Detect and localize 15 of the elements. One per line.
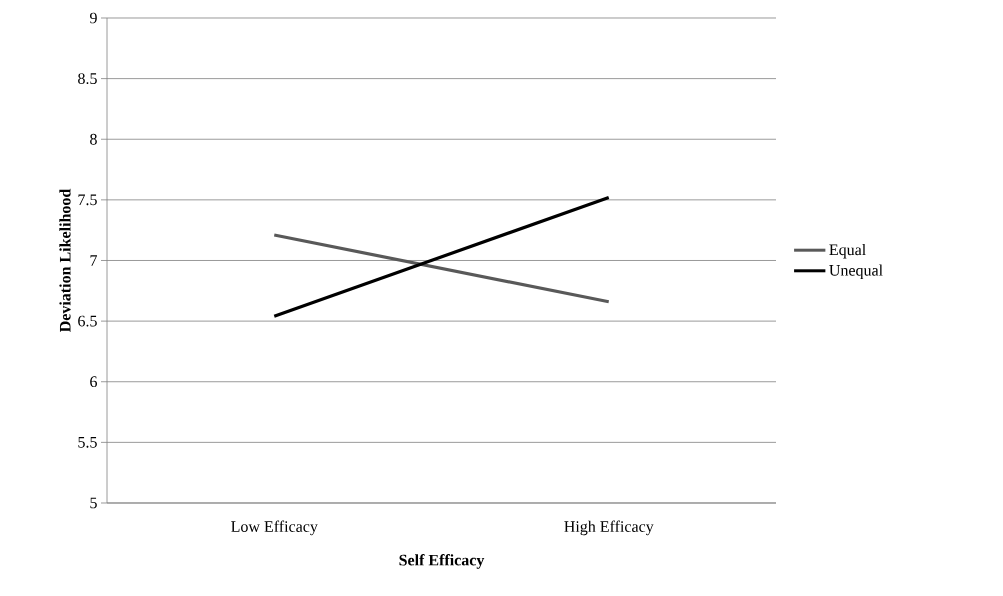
- y-axis-title: Deviation Likelihood: [59, 188, 71, 332]
- y-tick-label: 5.5: [78, 437, 97, 448]
- legend-label: Equal: [829, 243, 866, 259]
- y-tick-label: 8: [90, 133, 97, 145]
- y-tick-label: 6.5: [78, 315, 97, 327]
- x-axis-title: Self Efficacy: [399, 554, 485, 569]
- y-tick-label: 7.5: [78, 194, 97, 206]
- y-tick-label: 6: [90, 376, 97, 388]
- x-tick-label: Low Efficacy: [231, 520, 318, 536]
- y-tick-label: 8.5: [78, 73, 97, 85]
- y-tick-label: 9: [89, 12, 97, 24]
- y-tick-label: 5: [90, 497, 97, 509]
- legend-label: Unequal: [829, 264, 883, 279]
- y-tick-label: 7: [90, 255, 98, 266]
- x-tick-label: High Efficacy: [564, 520, 654, 536]
